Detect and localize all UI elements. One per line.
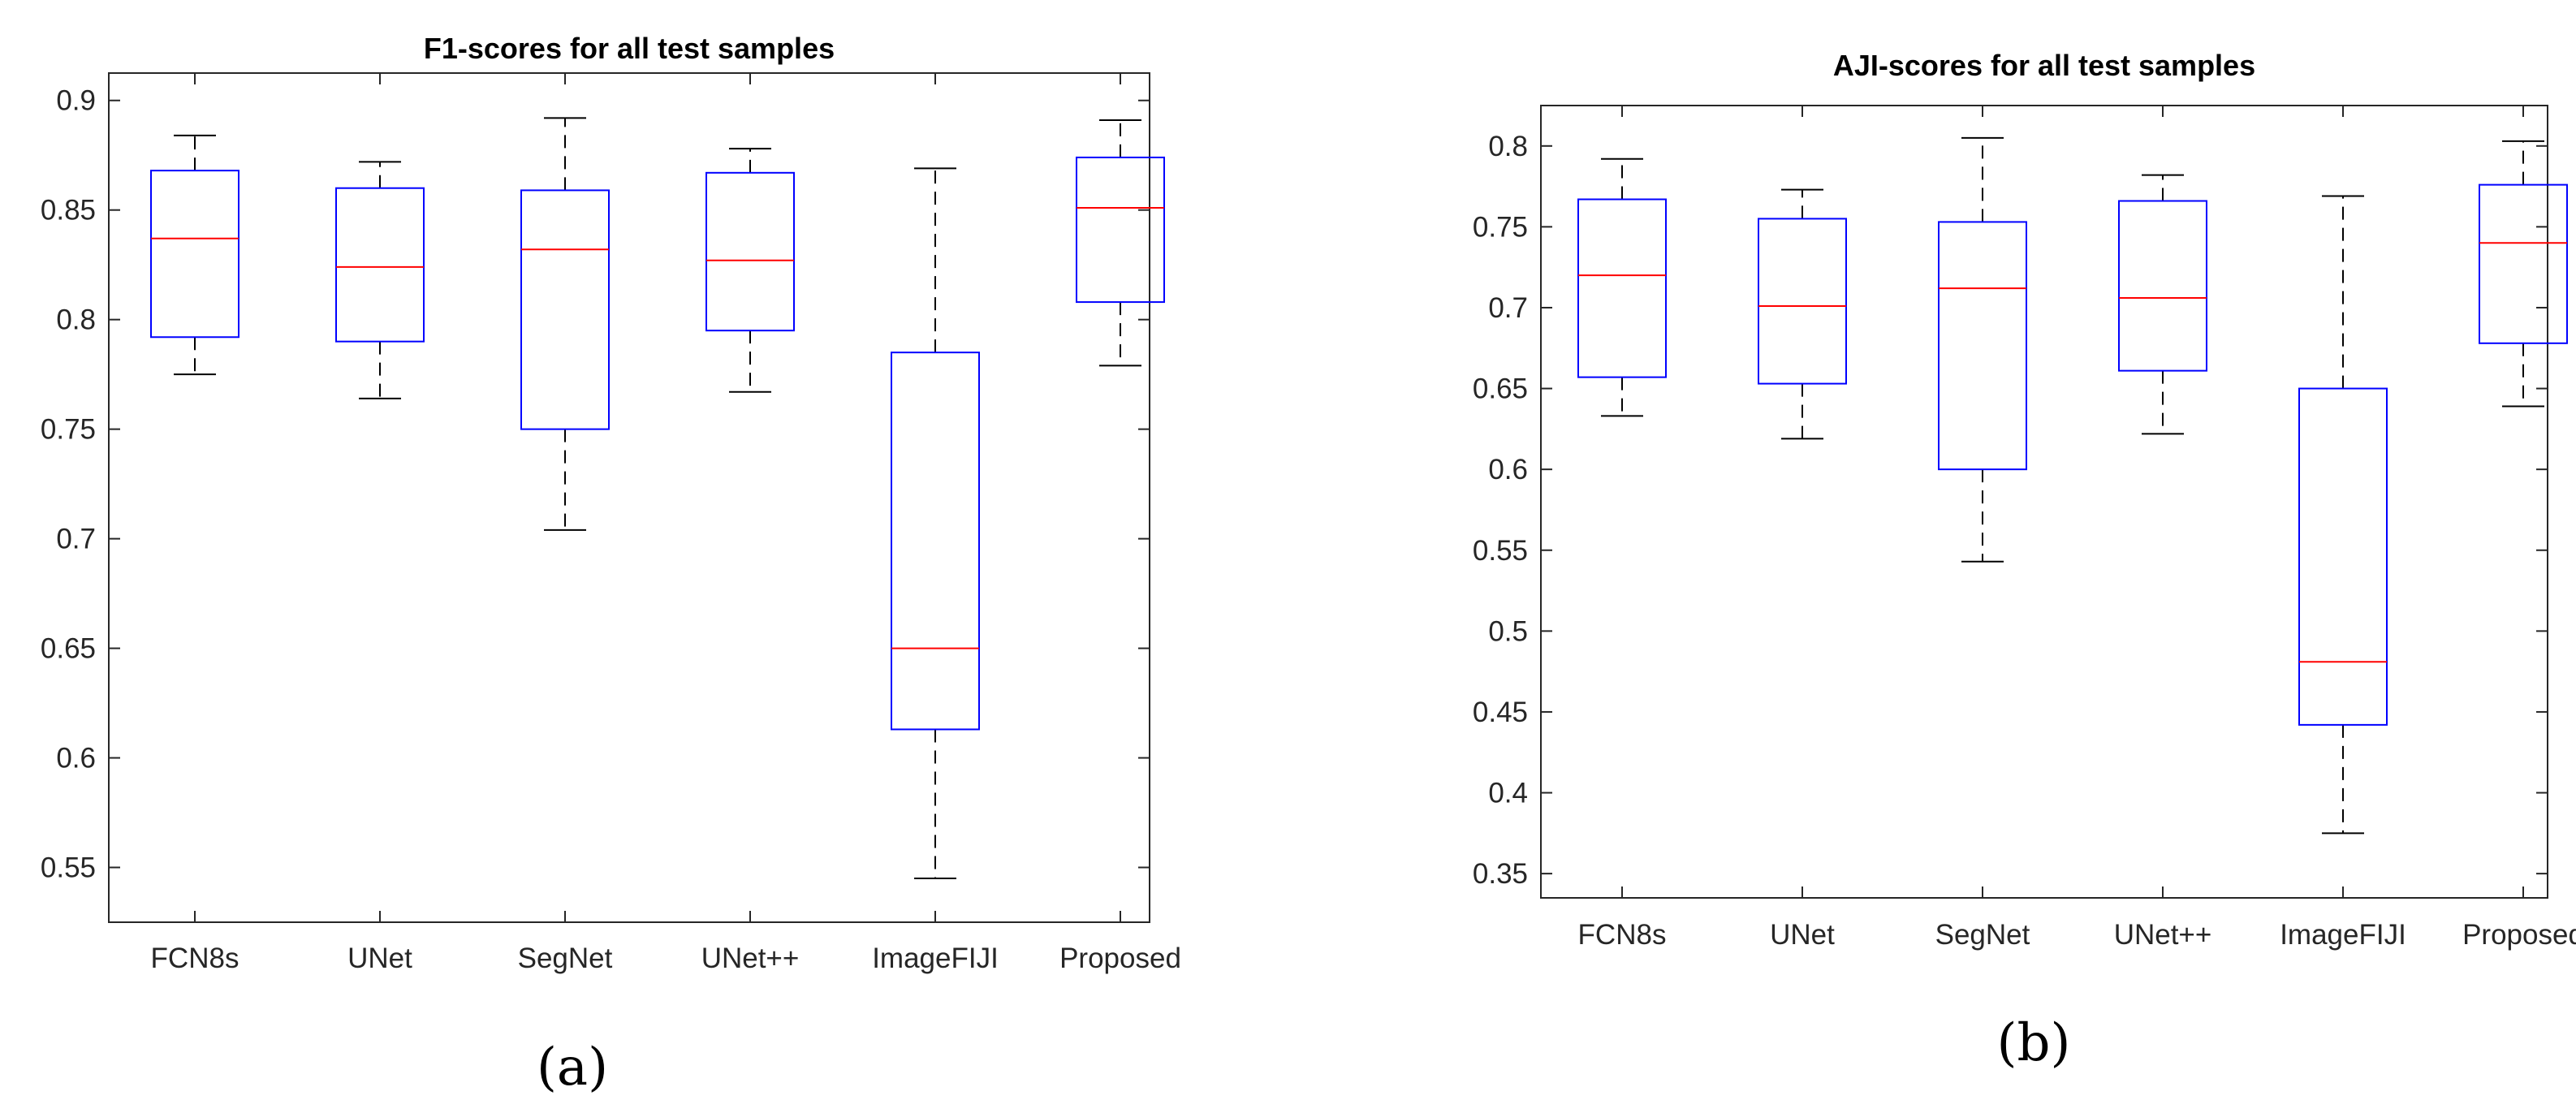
iqr-box xyxy=(2479,183,2568,344)
y-tick-label: 0.7 xyxy=(1488,292,1528,324)
box-segnet xyxy=(520,117,610,531)
iqr-box xyxy=(1577,198,1667,378)
y-tick-label: 0.35 xyxy=(1473,858,1528,890)
x-tick-label-fcn8s: FCN8s xyxy=(1578,919,1667,951)
x-tick-label-unet: UNet xyxy=(347,943,412,974)
chart-panel-b: AJI-scores for all test samples 0.35 0.4 0.… xyxy=(1473,49,2576,951)
box-imagefiji xyxy=(2298,195,2388,835)
iqr-box xyxy=(335,187,425,343)
box-proposed xyxy=(2479,140,2568,408)
box-proposed xyxy=(1076,119,1165,367)
box-fcn8s xyxy=(150,134,239,376)
iqr-box xyxy=(1758,218,1847,385)
x-tick-label-imagefiji: ImageFIJI xyxy=(2280,919,2406,951)
x-tick-label-proposed: Proposed xyxy=(1059,943,1181,974)
chart-panel-a: F1-scores for all test samples 0.55 0.6 0.6… xyxy=(41,32,1181,974)
box-unetpppp xyxy=(705,148,795,393)
box-segnet xyxy=(1938,136,2027,563)
iqr-box xyxy=(891,352,980,731)
box-unet xyxy=(335,161,425,399)
y-tick-label: 0.65 xyxy=(41,633,96,665)
y-tick-label: 0.55 xyxy=(1473,535,1528,567)
x-tick-label-fcn8s: FCN8s xyxy=(151,943,239,974)
y-tick-label: 0.5 xyxy=(1488,615,1528,647)
x-tick-label-segnet: SegNet xyxy=(518,943,613,974)
panel-label-b: (b) xyxy=(1997,1013,2071,1073)
plot-frame xyxy=(1540,105,2548,899)
y-tick-label: 0.9 xyxy=(56,85,96,117)
y-tick-label: 0.55 xyxy=(41,852,96,884)
y-tick-label: 0.75 xyxy=(41,414,96,446)
x-tick-label-unet: UNet xyxy=(1770,919,1835,951)
y-tick-label: 0.45 xyxy=(1473,697,1528,728)
plot-frame xyxy=(108,72,1150,923)
box-fcn8s xyxy=(1577,157,1667,417)
x-tick-label-unetpppp: UNet++ xyxy=(2114,919,2212,951)
y-tick-label: 0.65 xyxy=(1473,373,1528,405)
iqr-box xyxy=(2118,200,2207,372)
iqr-box xyxy=(150,170,239,339)
chart-title: AJI-scores for all test samples xyxy=(1833,49,2255,82)
y-tick-label: 0.75 xyxy=(1473,211,1528,243)
x-tick-label-imagefiji: ImageFIJI xyxy=(872,943,999,974)
x-tick-label-unetpppp: UNet++ xyxy=(701,943,800,974)
x-tick-label-proposed: Proposed xyxy=(2462,919,2576,951)
y-tick-label: 0.8 xyxy=(56,304,96,336)
box-unetpppp xyxy=(2118,174,2207,435)
y-tick-label: 0.8 xyxy=(1488,131,1528,162)
iqr-box xyxy=(1938,221,2027,471)
iqr-box xyxy=(520,189,610,430)
iqr-box xyxy=(1076,156,1165,304)
panel-label-a: (a) xyxy=(537,1038,608,1098)
y-tick-label: 0.6 xyxy=(56,743,96,774)
y-tick-label: 0.6 xyxy=(1488,454,1528,485)
iqr-box xyxy=(705,171,795,332)
y-tick-label: 0.7 xyxy=(56,524,96,555)
iqr-box xyxy=(2298,387,2388,726)
x-tick-label-segnet: SegNet xyxy=(1935,919,2030,951)
y-tick-label: 0.85 xyxy=(41,195,96,226)
box-unet xyxy=(1758,188,1847,440)
chart-title: F1-scores for all test samples xyxy=(424,32,835,65)
box-imagefiji xyxy=(891,167,980,880)
y-tick-label: 0.4 xyxy=(1488,778,1528,809)
